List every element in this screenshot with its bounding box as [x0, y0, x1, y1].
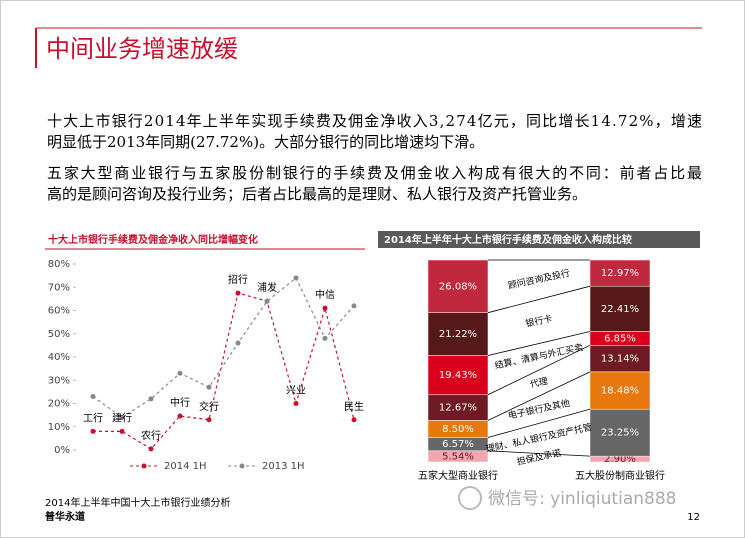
point — [177, 413, 183, 419]
y-tick-label: 60% — [48, 306, 70, 317]
point — [90, 394, 96, 400]
bar-segment — [589, 408, 651, 457]
point-label: 农行 — [141, 429, 161, 442]
point — [351, 303, 357, 309]
watermark: 微信号: yinliqiutian888 — [488, 489, 676, 509]
chart-title: 2014年上半年十大上市银行手续费及佣金收入构成比较 — [384, 233, 632, 246]
chart-title-bar — [378, 231, 700, 248]
point — [148, 396, 154, 402]
point — [119, 414, 125, 420]
point-label: 中信 — [315, 288, 335, 301]
legend-label: 2013 1H — [262, 461, 305, 472]
point-label: 工行 — [83, 411, 103, 424]
value-label: 21.22% — [439, 329, 477, 340]
y-tick-label: 10% — [48, 422, 70, 433]
y-tick-label: 40% — [48, 352, 70, 363]
bar-segment — [427, 312, 489, 356]
point-label: 招行 — [228, 273, 248, 286]
value-label: 5.54% — [442, 451, 474, 462]
y-tick-label: 70% — [48, 282, 70, 293]
segment-label: 代理 — [529, 376, 549, 391]
connector — [487, 285, 591, 314]
point — [206, 384, 212, 390]
series-line — [93, 292, 355, 450]
paragraph-line: 五家大型商业银行与五家股份制银行的手续费及佣金收入构成有很大的不同：前者占比最 — [47, 164, 702, 182]
bar-segment — [427, 355, 489, 396]
connector — [487, 450, 591, 457]
paragraph-line: 明显低于2013年同期(27.72%)。大部分银行的同比增速均下滑。 — [47, 133, 484, 151]
point — [264, 298, 270, 304]
point — [90, 428, 96, 434]
point — [293, 275, 299, 281]
value-label: 23.25% — [601, 428, 639, 439]
bar-segment — [589, 345, 651, 373]
legend-marker — [239, 463, 245, 469]
value-label: 6.85% — [604, 333, 636, 344]
y-tick-label: 80% — [48, 259, 70, 270]
point — [235, 340, 241, 346]
legend-marker — [141, 463, 147, 469]
connector — [487, 408, 591, 438]
value-label: 26.08% — [439, 281, 477, 292]
x-tick-label: 五家大型商业银行 — [418, 469, 498, 482]
watermark-icon — [458, 486, 482, 510]
paragraph-line: 高的是顾问咨询及投行业务；后者占比最高的是理财、私人银行及资产托管业务。 — [47, 185, 587, 203]
paragraph-line: 十大上市银行2014年上半年实现手续费及佣金净收入3,274亿元，同比增长14.… — [47, 112, 702, 130]
bar-segment — [589, 371, 651, 410]
point — [351, 417, 357, 423]
value-label: 6.57% — [442, 439, 474, 450]
bar-segment — [427, 259, 489, 313]
point — [322, 305, 328, 311]
value-label: 8.50% — [442, 424, 474, 435]
footer-company: 普华永道 — [45, 510, 85, 523]
point — [322, 335, 328, 341]
value-label: 18.48% — [601, 386, 639, 397]
point-label: 兴业 — [286, 385, 306, 397]
y-tick-label: 50% — [48, 329, 70, 340]
connector — [487, 331, 591, 356]
value-label: 22.41% — [601, 304, 639, 315]
y-tick-label: 0% — [54, 445, 70, 456]
page-number: 12 — [687, 512, 700, 523]
point-label: 民生 — [344, 400, 364, 413]
value-label: 2.90% — [604, 454, 636, 465]
value-label: 12.67% — [439, 403, 477, 414]
y-tick-label: 30% — [48, 375, 70, 386]
point-label: 中行 — [170, 396, 190, 409]
connector — [487, 371, 591, 421]
point — [235, 290, 241, 296]
point — [206, 417, 212, 423]
footer-report: 2014年上半年中国十大上市银行业绩分析 — [45, 496, 230, 509]
bar-segment — [589, 285, 651, 332]
value-label: 12.97% — [601, 268, 639, 279]
point — [148, 446, 154, 452]
legend-label: 2014 1H — [164, 461, 207, 472]
y-tick-label: 20% — [48, 399, 70, 410]
point-label: 浦发 — [257, 281, 277, 294]
connector — [487, 344, 591, 396]
chart-title: 十大上市银行手续费及佣金净收入同比增幅变化 — [48, 233, 258, 246]
point-label: 建行 — [112, 411, 132, 424]
x-tick-label: 五大股份制商业银行 — [575, 469, 665, 482]
point — [177, 370, 183, 376]
point-label: 交行 — [199, 400, 219, 413]
point — [293, 401, 299, 406]
point — [119, 428, 125, 434]
value-label: 19.43% — [439, 370, 477, 381]
bar-segment — [427, 394, 489, 421]
value-label: 13.14% — [601, 354, 639, 365]
slide-title: 中间业务增速放缓 — [46, 35, 238, 63]
bar-segment — [589, 259, 651, 287]
